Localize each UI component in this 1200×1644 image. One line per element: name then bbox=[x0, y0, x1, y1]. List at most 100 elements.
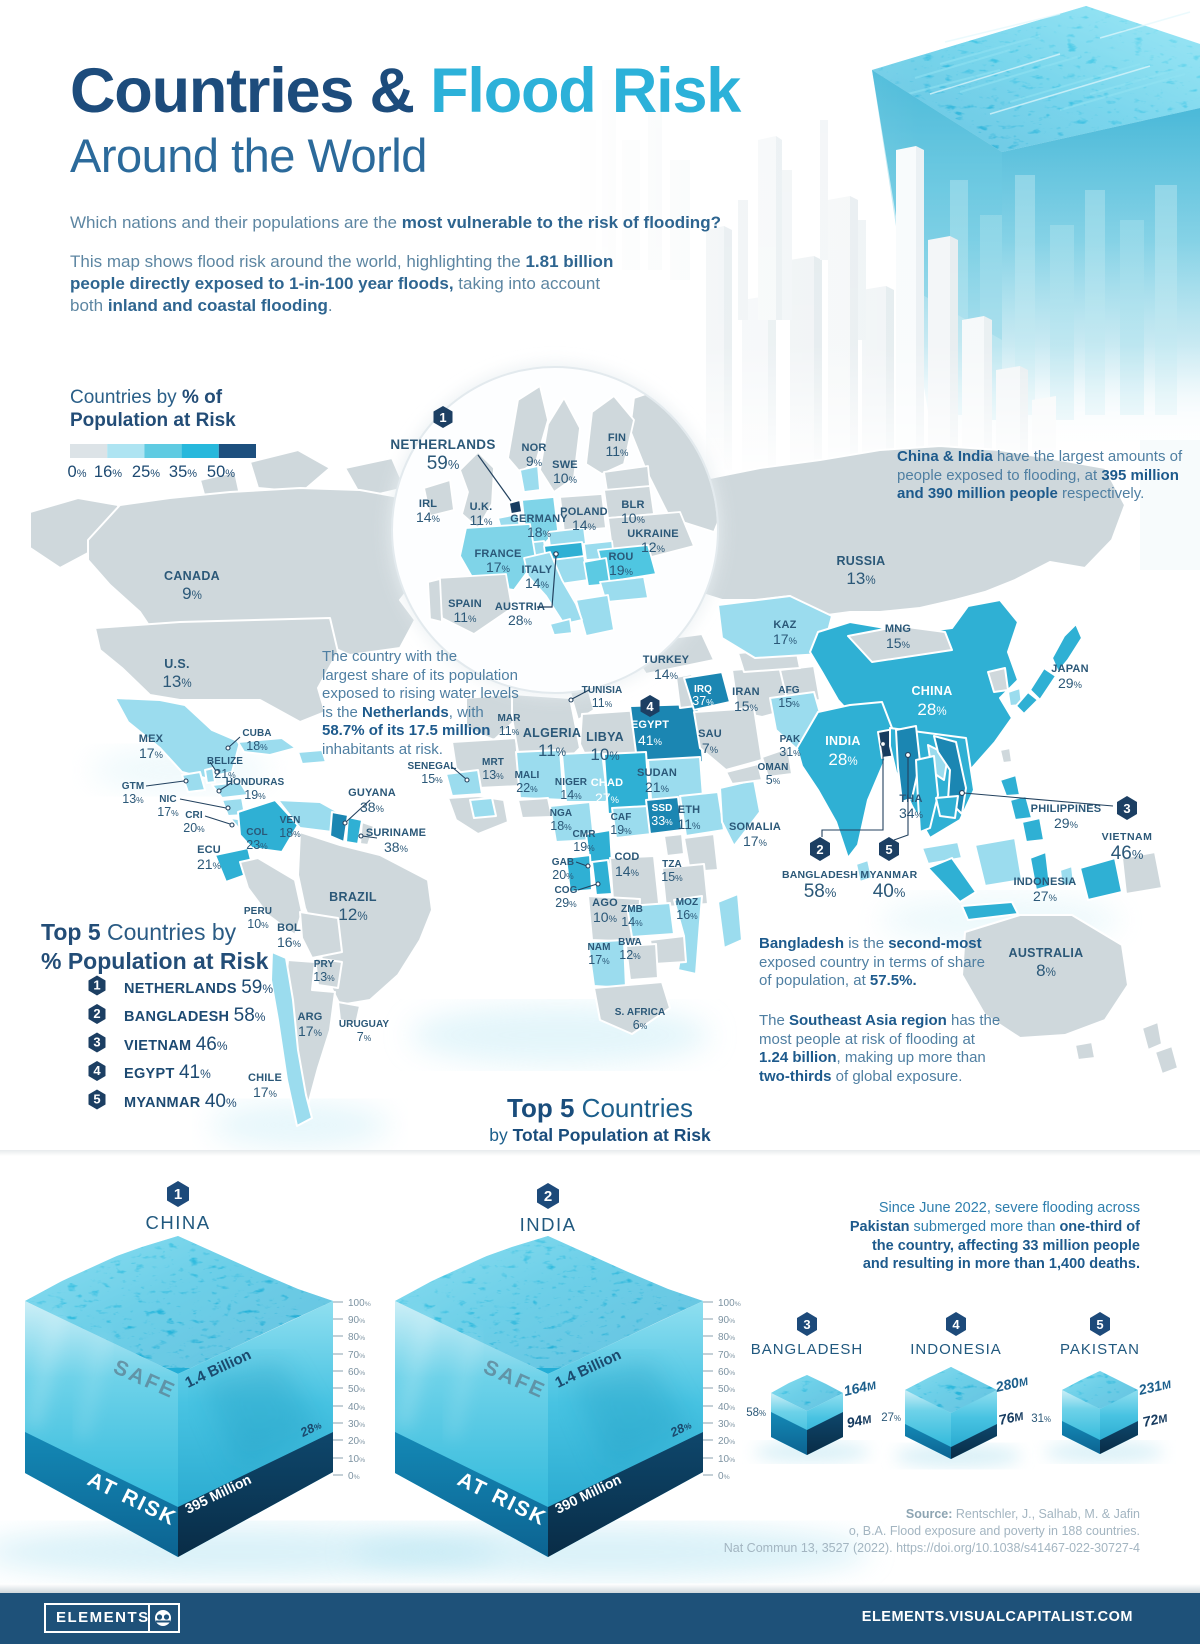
svg-text:U.K.: U.K. bbox=[470, 501, 493, 513]
svg-text:POLAND: POLAND bbox=[560, 506, 608, 518]
svg-text:13%: 13% bbox=[313, 970, 335, 984]
svg-text:AFG: AFG bbox=[778, 685, 800, 696]
svg-text:ALGERIA: ALGERIA bbox=[523, 726, 581, 740]
svg-text:MALI: MALI bbox=[515, 770, 540, 781]
svg-text:6%: 6% bbox=[633, 1018, 648, 1032]
svg-text:MOZ: MOZ bbox=[676, 897, 699, 908]
svg-text:19%: 19% bbox=[610, 823, 632, 837]
svg-text:2: 2 bbox=[93, 1006, 100, 1021]
svg-text:29%: 29% bbox=[555, 896, 577, 910]
svg-text:COD: COD bbox=[614, 851, 639, 863]
svg-text:76M: 76M bbox=[997, 1407, 1026, 1428]
svg-text:280M: 280M bbox=[993, 1372, 1030, 1395]
svg-text:LIBYA: LIBYA bbox=[586, 730, 624, 744]
svg-text:BRAZIL: BRAZIL bbox=[329, 890, 377, 904]
svg-text:18%: 18% bbox=[279, 826, 301, 840]
svg-text:11%: 11% bbox=[592, 696, 613, 710]
svg-text:30%: 30% bbox=[718, 1419, 735, 1430]
svg-text:UKRAINE: UKRAINE bbox=[627, 528, 679, 540]
svg-text:16%: 16% bbox=[676, 908, 698, 922]
svg-text:URUGUAY: URUGUAY bbox=[339, 1019, 390, 1030]
svg-text:16%: 16% bbox=[94, 463, 122, 481]
svg-text:SUDAN: SUDAN bbox=[637, 767, 677, 779]
svg-text:GTM: GTM bbox=[122, 781, 145, 792]
svg-text:SAU: SAU bbox=[698, 728, 722, 740]
svg-text:17%: 17% bbox=[157, 805, 179, 819]
svg-text:KAZ: KAZ bbox=[773, 619, 796, 631]
svg-text:72M: 72M bbox=[1141, 1409, 1170, 1430]
svg-text:38%: 38% bbox=[384, 839, 409, 855]
svg-text:50%: 50% bbox=[348, 1384, 365, 1395]
svg-text:BWA: BWA bbox=[618, 937, 642, 948]
svg-text:TUNISIA: TUNISIA bbox=[582, 685, 623, 696]
svg-text:IRL: IRL bbox=[419, 498, 437, 510]
svg-text:1: 1 bbox=[439, 410, 446, 425]
svg-text:18%: 18% bbox=[550, 819, 572, 833]
svg-text:4: 4 bbox=[93, 1063, 101, 1078]
svg-text:12%: 12% bbox=[619, 948, 641, 962]
svg-text:13%: 13% bbox=[122, 792, 144, 806]
svg-text:35%: 35% bbox=[169, 463, 197, 481]
svg-text:33%: 33% bbox=[651, 814, 673, 828]
svg-text:INDONESIA: INDONESIA bbox=[1014, 876, 1077, 888]
svg-text:16%: 16% bbox=[277, 934, 302, 950]
svg-text:100%: 100% bbox=[718, 1298, 741, 1309]
svg-text:COG: COG bbox=[554, 885, 577, 896]
svg-text:90%: 90% bbox=[718, 1315, 735, 1326]
svg-text:GERMANY: GERMANY bbox=[510, 513, 568, 525]
svg-text:JAPAN: JAPAN bbox=[1051, 663, 1088, 675]
svg-text:18%: 18% bbox=[246, 739, 268, 753]
svg-text:31%: 31% bbox=[779, 745, 801, 759]
svg-text:3: 3 bbox=[1123, 801, 1130, 816]
svg-text:PRY: PRY bbox=[314, 959, 335, 970]
svg-text:27%: 27% bbox=[881, 1412, 901, 1424]
svg-text:ARG: ARG bbox=[297, 1011, 322, 1023]
svg-text:31%: 31% bbox=[1031, 1413, 1051, 1425]
svg-text:2: 2 bbox=[544, 1188, 552, 1205]
svg-text:17%: 17% bbox=[588, 953, 610, 967]
svg-text:80%: 80% bbox=[348, 1332, 365, 1343]
svg-text:59%: 59% bbox=[427, 453, 460, 474]
svg-text:SURINAME: SURINAME bbox=[366, 827, 426, 839]
svg-text:NAM: NAM bbox=[587, 942, 610, 953]
svg-text:S. AFRICA: S. AFRICA bbox=[615, 1007, 666, 1018]
svg-text:60%: 60% bbox=[718, 1367, 735, 1378]
svg-text:22%: 22% bbox=[516, 781, 538, 795]
svg-text:50%: 50% bbox=[207, 463, 235, 481]
svg-text:94M: 94M bbox=[845, 1410, 874, 1431]
svg-text:NGA: NGA bbox=[550, 808, 573, 819]
svg-text:OMAN: OMAN bbox=[758, 762, 789, 773]
svg-text:4: 4 bbox=[952, 1317, 960, 1332]
svg-text:2: 2 bbox=[816, 842, 823, 857]
svg-text:0%: 0% bbox=[718, 1471, 730, 1482]
svg-text:10%: 10% bbox=[247, 917, 269, 931]
svg-text:23%: 23% bbox=[246, 838, 268, 852]
svg-text:FIN: FIN bbox=[608, 432, 626, 444]
svg-text:10%: 10% bbox=[348, 1454, 365, 1465]
svg-text:SWE: SWE bbox=[552, 459, 578, 471]
svg-text:ITALY: ITALY bbox=[522, 564, 553, 576]
svg-text:40%: 40% bbox=[873, 881, 906, 902]
svg-text:MAR: MAR bbox=[497, 713, 521, 724]
svg-text:19%: 19% bbox=[244, 788, 266, 802]
svg-text:58%: 58% bbox=[746, 1407, 766, 1419]
svg-text:5%: 5% bbox=[766, 773, 781, 787]
svg-text:40%: 40% bbox=[348, 1402, 365, 1413]
svg-text:0%: 0% bbox=[68, 463, 87, 481]
svg-text:NETHERLANDS: NETHERLANDS bbox=[390, 437, 495, 452]
svg-text:MRT: MRT bbox=[482, 757, 504, 768]
svg-text:BELIZE: BELIZE bbox=[207, 756, 243, 767]
svg-text:164M: 164M bbox=[842, 1376, 878, 1399]
svg-text:21%: 21% bbox=[214, 767, 236, 781]
svg-text:20%: 20% bbox=[552, 868, 574, 882]
svg-text:29%: 29% bbox=[1054, 815, 1079, 831]
svg-text:TURKEY: TURKEY bbox=[643, 654, 690, 666]
svg-text:ZMB: ZMB bbox=[621, 904, 643, 915]
svg-text:PHILIPPINES: PHILIPPINES bbox=[1031, 803, 1102, 815]
svg-text:60%: 60% bbox=[348, 1367, 365, 1378]
svg-text:MNG: MNG bbox=[885, 623, 911, 635]
svg-text:3: 3 bbox=[803, 1317, 810, 1332]
svg-text:20%: 20% bbox=[718, 1436, 735, 1447]
svg-text:46%: 46% bbox=[1111, 843, 1144, 864]
svg-text:BOL: BOL bbox=[277, 922, 301, 934]
